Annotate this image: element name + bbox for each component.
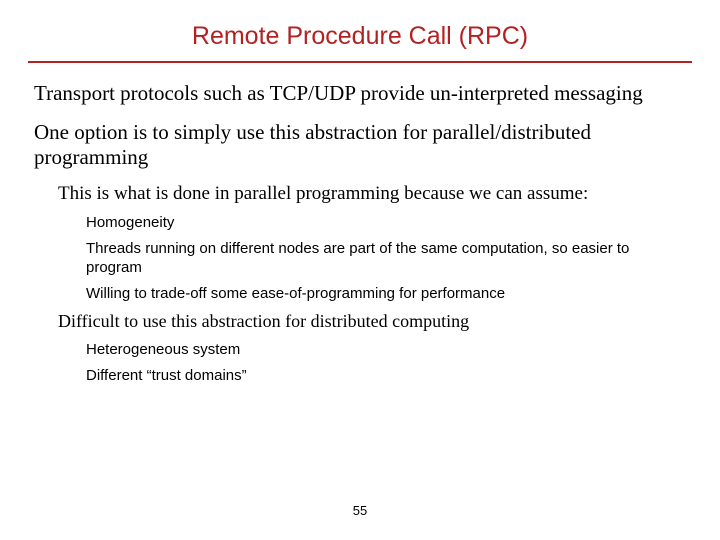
subpoint-2: Difficult to use this abstraction for di… [34, 311, 686, 333]
title-rule [28, 61, 692, 63]
slide-body: Transport protocols such as TCP/UDP prov… [0, 81, 720, 385]
subpoint-1-item-a: Homogeneity [34, 214, 686, 232]
subpoint-2-item-a: Heterogeneous system [34, 341, 686, 359]
slide-title: Remote Procedure Call (RPC) [0, 0, 720, 61]
slide: Remote Procedure Call (RPC) Transport pr… [0, 0, 720, 540]
subpoint-2-item-b: Different “trust domains” [34, 367, 686, 385]
paragraph-2: One option is to simply use this abstrac… [34, 120, 686, 170]
subpoint-1-item-c: Willing to trade-off some ease-of-progra… [34, 285, 686, 303]
subpoint-1: This is what is done in parallel program… [34, 183, 686, 206]
page-number: 55 [0, 503, 720, 518]
subpoint-1-item-b: Threads running on different nodes are p… [34, 240, 686, 277]
paragraph-1: Transport protocols such as TCP/UDP prov… [34, 81, 686, 106]
